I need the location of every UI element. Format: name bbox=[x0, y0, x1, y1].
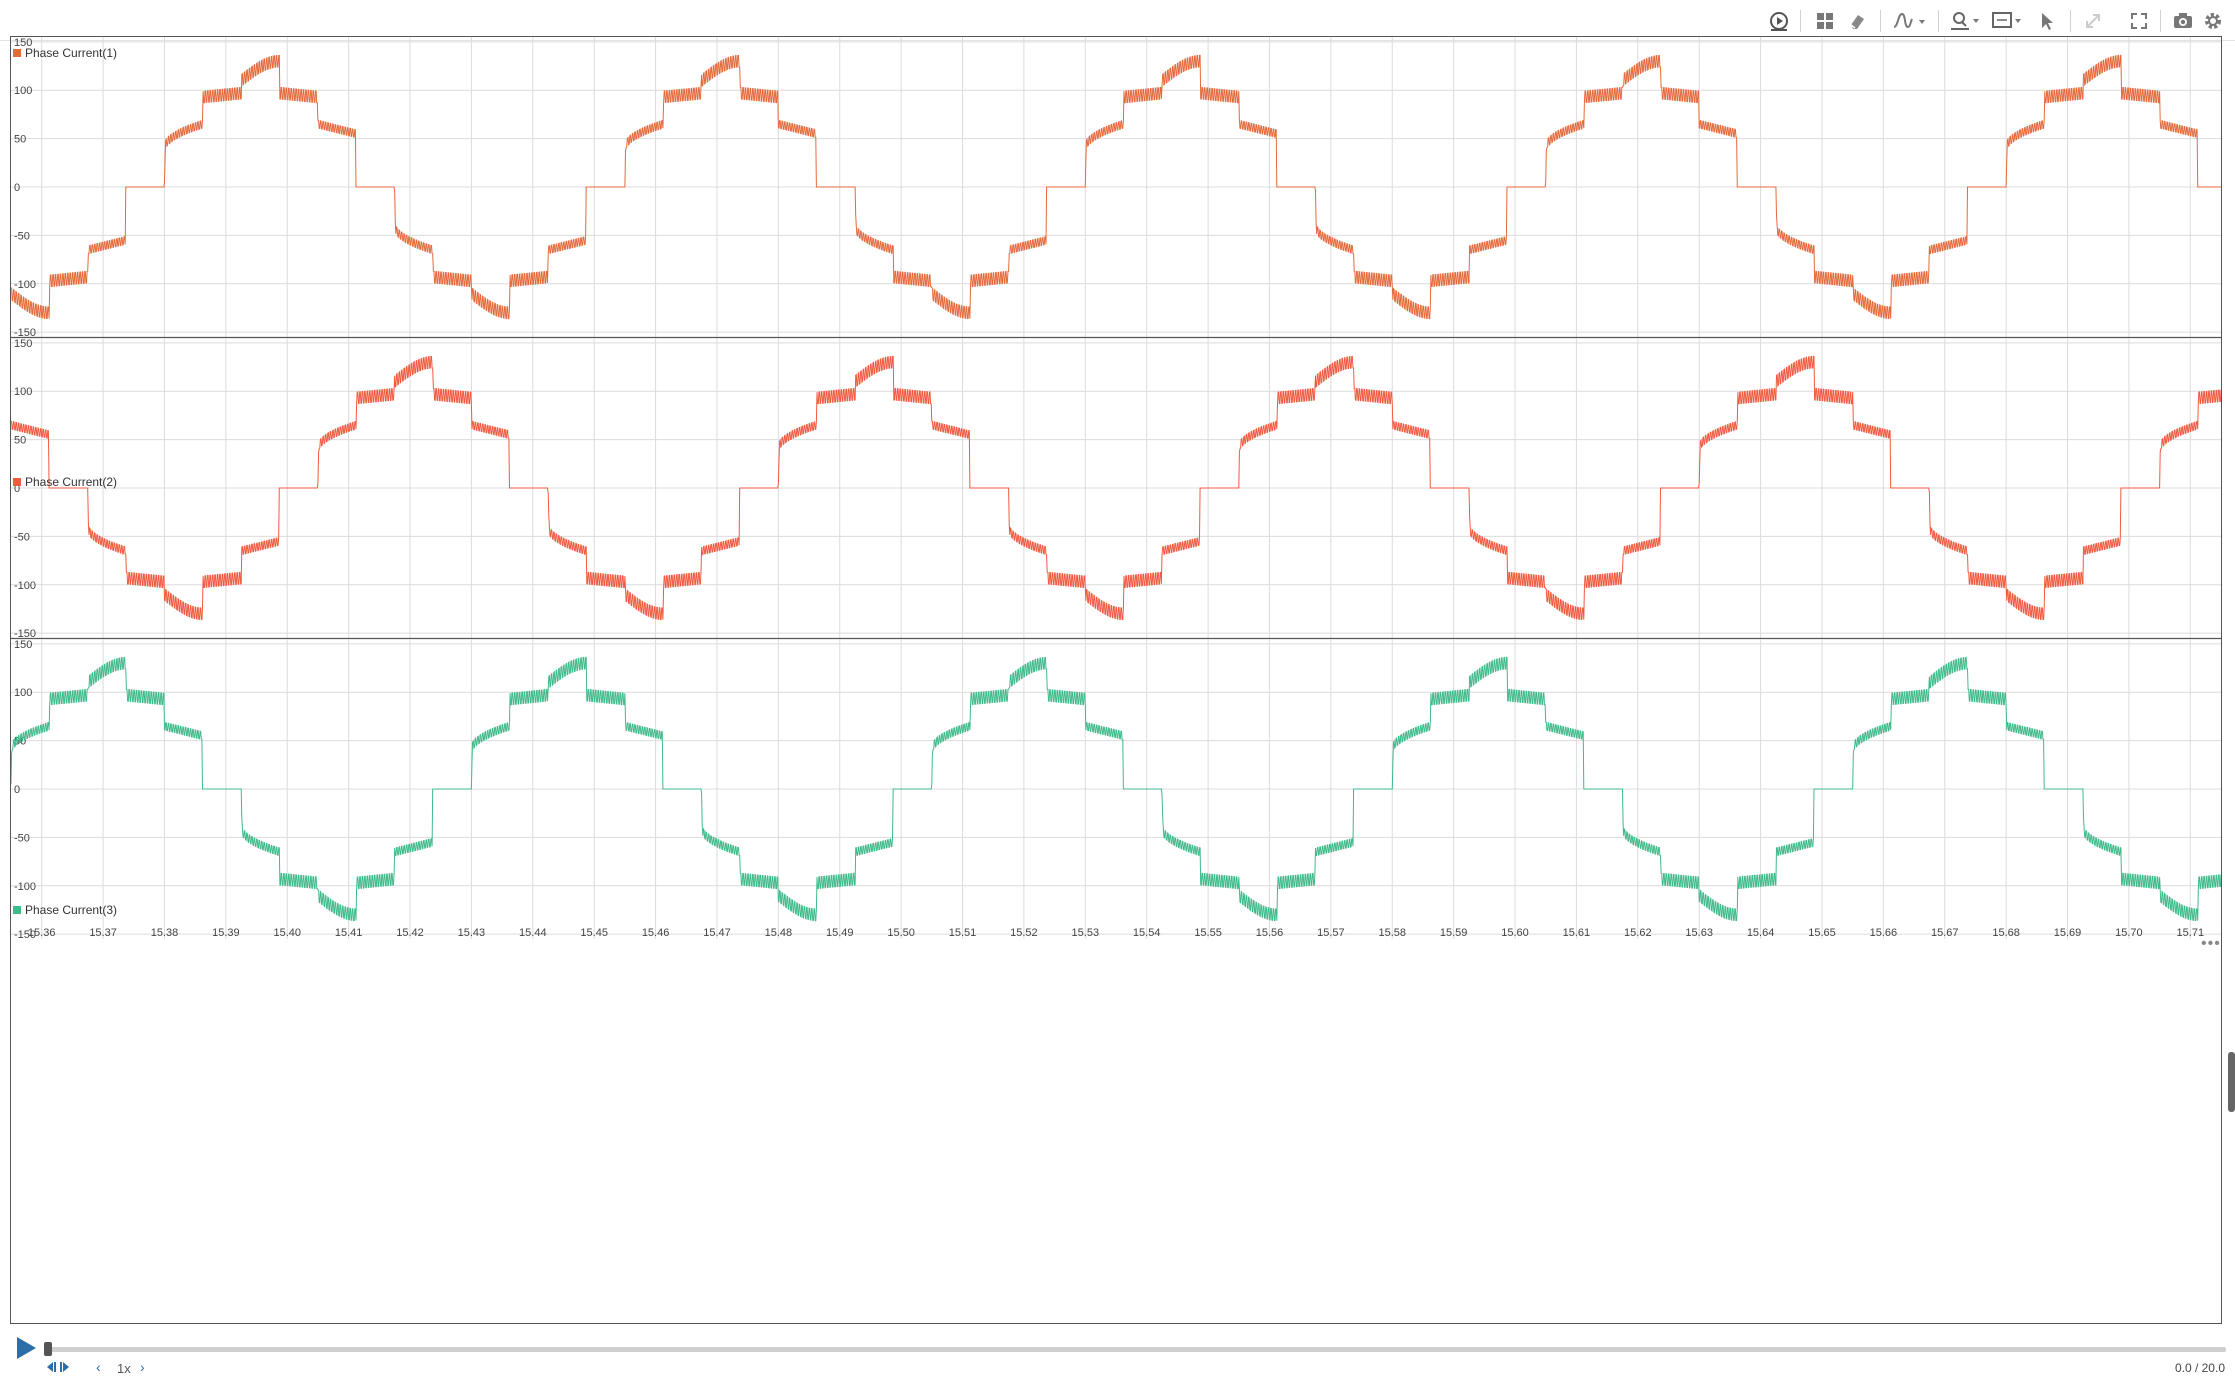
step-back-forward-button[interactable] bbox=[44, 1360, 74, 1377]
playback-bar: ‹ 1x › 0.0 / 20.0 bbox=[0, 1330, 2235, 1377]
x-tick-label: 15.57 bbox=[1317, 927, 1345, 939]
legend-swatch bbox=[13, 478, 21, 486]
layout-grid-icon[interactable] bbox=[1812, 8, 1838, 34]
expand-icon[interactable] bbox=[2080, 8, 2106, 34]
fit-view-icon[interactable] bbox=[1990, 8, 2026, 34]
y-tick-label: 50 bbox=[14, 134, 26, 146]
timeline-thumb[interactable] bbox=[44, 1342, 52, 1356]
x-tick-label: 15.55 bbox=[1194, 927, 1222, 939]
x-tick-label: 15.68 bbox=[1992, 927, 2020, 939]
cursor-icon[interactable] bbox=[2034, 8, 2060, 34]
legend-swatch bbox=[13, 906, 21, 914]
camera-icon[interactable] bbox=[2170, 8, 2196, 34]
y-tick-label: -100 bbox=[14, 279, 36, 291]
x-tick-label: 15.61 bbox=[1563, 927, 1591, 939]
series-line-phase-current-2[interactable] bbox=[11, 355, 2221, 621]
plot-area[interactable]: -150 -100 -50 0 50 100 150 -150 -100 -50 0 50 100 150… bbox=[10, 36, 2222, 1324]
settings-icon[interactable] bbox=[2200, 8, 2226, 34]
y-tick-label: -50 bbox=[14, 832, 30, 844]
series-line-phase-current-1[interactable] bbox=[11, 54, 2221, 320]
legend-label: Phase Current(1) bbox=[25, 46, 118, 60]
y-tick-label: -100 bbox=[14, 881, 36, 893]
y-tick-label: 0 bbox=[14, 483, 20, 495]
legend-label: Phase Current(2) bbox=[25, 475, 118, 489]
timeline-track[interactable] bbox=[46, 1347, 2226, 1352]
x-tick-label: 15.67 bbox=[1931, 927, 1959, 939]
eraser-icon[interactable] bbox=[1844, 8, 1870, 34]
fullscreen-icon[interactable] bbox=[2126, 8, 2152, 34]
series-line-phase-current-3[interactable] bbox=[11, 656, 2221, 922]
x-tick-label: 15.70 bbox=[2115, 927, 2143, 939]
x-tick-label: 15.59 bbox=[1440, 927, 1468, 939]
x-tick-label: 15.46 bbox=[642, 927, 670, 939]
toolbar bbox=[0, 0, 2235, 41]
y-tick-label: 100 bbox=[14, 85, 32, 97]
x-tick-label: 15.37 bbox=[89, 927, 117, 939]
x-tick-label: 15.66 bbox=[1870, 927, 1898, 939]
y-tick-label: 150 bbox=[14, 639, 32, 651]
y-tick-label: -50 bbox=[14, 230, 30, 242]
x-tick-label: 15.56 bbox=[1256, 927, 1284, 939]
x-tick-label: 15.53 bbox=[1072, 927, 1100, 939]
y-tick-label: 50 bbox=[14, 435, 26, 447]
x-tick-label: 15.60 bbox=[1501, 927, 1529, 939]
x-tick-label: 15.50 bbox=[887, 927, 915, 939]
x-tick-label: 15.44 bbox=[519, 927, 547, 939]
y-tick-label: 0 bbox=[14, 784, 20, 796]
more-options-icon[interactable]: ••• bbox=[2201, 935, 2221, 952]
speed-increase-chevron-right-icon[interactable]: › bbox=[140, 1359, 145, 1375]
x-tick-label: 15.43 bbox=[458, 927, 486, 939]
time-readout: 0.0 / 20.0 bbox=[2174, 1361, 2225, 1375]
y-tick-label: 150 bbox=[14, 338, 32, 350]
x-tick-label: 15.62 bbox=[1624, 927, 1652, 939]
legend-phase-current-3: Phase Current(3) bbox=[13, 903, 117, 917]
y-tick-label: -50 bbox=[14, 531, 30, 543]
x-tick-label: 15.58 bbox=[1378, 927, 1406, 939]
zoom-icon[interactable] bbox=[1948, 8, 1984, 34]
speed-decrease-chevron-left-icon[interactable]: ‹ bbox=[96, 1359, 101, 1375]
legend-phase-current-2: Phase Current(2) bbox=[13, 475, 117, 489]
play-button[interactable] bbox=[14, 1336, 38, 1365]
x-tick-label: 15.63 bbox=[1685, 927, 1713, 939]
legend-phase-current-1: Phase Current(1) bbox=[13, 46, 117, 60]
plot-canvas[interactable]: -150-100-50050100150-150-100-50050100150… bbox=[11, 37, 2221, 1323]
x-tick-label: 15.54 bbox=[1133, 927, 1161, 939]
x-tick-label: 15.52 bbox=[1010, 927, 1038, 939]
y-tick-label: -150 bbox=[14, 628, 36, 640]
y-tick-label: 150 bbox=[14, 37, 32, 49]
x-tick-label: 15.51 bbox=[949, 927, 977, 939]
x-tick-label: 15.47 bbox=[703, 927, 731, 939]
y-tick-label: -100 bbox=[14, 580, 36, 592]
y-tick-label: 100 bbox=[14, 386, 32, 398]
x-tick-label: 15.36 bbox=[28, 927, 56, 939]
x-tick-label: 15.41 bbox=[335, 927, 363, 939]
y-tick-label: 100 bbox=[14, 687, 32, 699]
x-tick-label: 15.65 bbox=[1808, 927, 1836, 939]
chart-panel-2[interactable]: -150 -100 -50 0 50 100 150 bbox=[11, 336, 2221, 641]
x-tick-label: 15.64 bbox=[1747, 927, 1775, 939]
playback-icon[interactable] bbox=[1766, 8, 1792, 34]
x-tick-label: 15.49 bbox=[826, 927, 854, 939]
y-tick-label: 0 bbox=[14, 182, 20, 194]
y-tick-label: -150 bbox=[14, 327, 36, 339]
x-tick-label: 15.42 bbox=[396, 927, 424, 939]
side-panel-handle[interactable] bbox=[2228, 1052, 2235, 1112]
signal-style-icon[interactable] bbox=[1890, 8, 1930, 34]
x-tick-label: 15.39 bbox=[212, 927, 240, 939]
x-tick-label: 15.71 bbox=[2177, 927, 2205, 939]
y-tick-label: -150 bbox=[14, 929, 36, 941]
legend-label: Phase Current(3) bbox=[25, 903, 118, 917]
x-tick-label: 15.45 bbox=[580, 927, 608, 939]
x-tick-label: 15.48 bbox=[765, 927, 793, 939]
playback-speed: 1x bbox=[117, 1361, 131, 1376]
chart-panel-1[interactable]: -150 -100 -50 0 50 100 150 bbox=[11, 37, 2221, 339]
legend-swatch bbox=[13, 49, 21, 57]
x-tick-label: 15.69 bbox=[2054, 927, 2082, 939]
x-tick-label: 15.40 bbox=[273, 927, 301, 939]
x-tick-label: 15.38 bbox=[151, 927, 179, 939]
